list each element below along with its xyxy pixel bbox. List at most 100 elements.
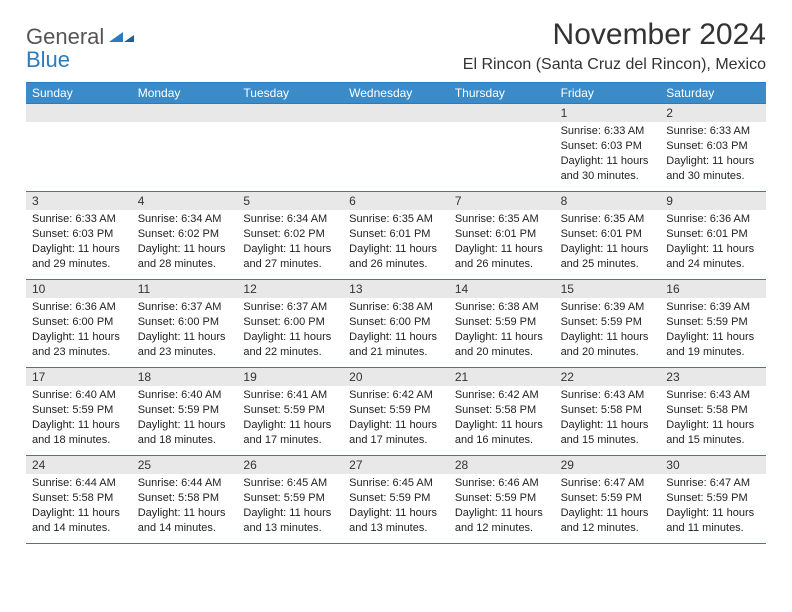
calendar-cell — [237, 103, 343, 191]
sunrise-text: Sunrise: 6:42 AM — [455, 388, 549, 403]
calendar-cell: 30Sunrise: 6:47 AMSunset: 5:59 PMDayligh… — [660, 455, 766, 543]
date-number: 5 — [237, 192, 343, 210]
daylight-text: Daylight: 11 hours and 20 minutes. — [455, 330, 549, 360]
logo: General Blue — [26, 18, 135, 72]
sunset-text: Sunset: 6:01 PM — [561, 227, 655, 242]
date-number: 16 — [660, 280, 766, 298]
date-number: 27 — [343, 456, 449, 474]
date-number: 20 — [343, 368, 449, 386]
logo-text-2: Blue — [26, 47, 70, 72]
cell-body: Sunrise: 6:47 AMSunset: 5:59 PMDaylight:… — [660, 474, 766, 539]
cell-body: Sunrise: 6:39 AMSunset: 5:59 PMDaylight:… — [660, 298, 766, 363]
logo-mark-icon — [109, 31, 135, 48]
daylight-text: Daylight: 11 hours and 14 minutes. — [138, 506, 232, 536]
daylight-text: Daylight: 11 hours and 30 minutes. — [666, 154, 760, 184]
date-number — [237, 104, 343, 122]
sunset-text: Sunset: 5:59 PM — [666, 491, 760, 506]
daylight-text: Daylight: 11 hours and 15 minutes. — [561, 418, 655, 448]
daylight-text: Daylight: 11 hours and 26 minutes. — [455, 242, 549, 272]
day-header: Tuesday — [237, 83, 343, 103]
cell-body: Sunrise: 6:38 AMSunset: 6:00 PMDaylight:… — [343, 298, 449, 363]
date-number: 13 — [343, 280, 449, 298]
date-number: 24 — [26, 456, 132, 474]
daylight-text: Daylight: 11 hours and 25 minutes. — [561, 242, 655, 272]
calendar-cell: 27Sunrise: 6:45 AMSunset: 5:59 PMDayligh… — [343, 455, 449, 543]
sunset-text: Sunset: 6:02 PM — [243, 227, 337, 242]
calendar-bottom-border — [26, 543, 766, 544]
sunset-text: Sunset: 5:58 PM — [138, 491, 232, 506]
calendar-cell: 16Sunrise: 6:39 AMSunset: 5:59 PMDayligh… — [660, 279, 766, 367]
sunrise-text: Sunrise: 6:45 AM — [349, 476, 443, 491]
sunrise-text: Sunrise: 6:38 AM — [455, 300, 549, 315]
date-number: 21 — [449, 368, 555, 386]
calendar-cell: 9Sunrise: 6:36 AMSunset: 6:01 PMDaylight… — [660, 191, 766, 279]
title-block: November 2024 El Rincon (Santa Cruz del … — [463, 18, 766, 76]
sunrise-text: Sunrise: 6:42 AM — [349, 388, 443, 403]
calendar-cell: 18Sunrise: 6:40 AMSunset: 5:59 PMDayligh… — [132, 367, 238, 455]
cell-body: Sunrise: 6:33 AMSunset: 6:03 PMDaylight:… — [660, 122, 766, 187]
page-title: November 2024 — [463, 18, 766, 52]
calendar-cell: 3Sunrise: 6:33 AMSunset: 6:03 PMDaylight… — [26, 191, 132, 279]
sunset-text: Sunset: 5:59 PM — [455, 315, 549, 330]
sunset-text: Sunset: 5:59 PM — [138, 403, 232, 418]
cell-body: Sunrise: 6:36 AMSunset: 6:00 PMDaylight:… — [26, 298, 132, 363]
daylight-text: Daylight: 11 hours and 19 minutes. — [666, 330, 760, 360]
date-number: 22 — [555, 368, 661, 386]
date-number — [132, 104, 238, 122]
cell-body: Sunrise: 6:35 AMSunset: 6:01 PMDaylight:… — [449, 210, 555, 275]
cell-body: Sunrise: 6:35 AMSunset: 6:01 PMDaylight:… — [555, 210, 661, 275]
daylight-text: Daylight: 11 hours and 14 minutes. — [32, 506, 126, 536]
date-number: 1 — [555, 104, 661, 122]
sunset-text: Sunset: 5:59 PM — [349, 403, 443, 418]
logo-text-block: General Blue — [26, 26, 135, 72]
sunset-text: Sunset: 6:01 PM — [666, 227, 760, 242]
sunset-text: Sunset: 5:59 PM — [561, 315, 655, 330]
page-subtitle: El Rincon (Santa Cruz del Rincon), Mexic… — [463, 56, 766, 74]
calendar-cell: 14 Sunrise: 6:38 AMSunset: 5:59 PMDayligh… — [449, 279, 555, 367]
sunrise-text: Sunrise: 6:37 AM — [243, 300, 337, 315]
cell-body: Sunrise: 6:36 AMSunset: 6:01 PMDaylight:… — [660, 210, 766, 275]
sunrise-text: Sunrise: 6:43 AM — [561, 388, 655, 403]
calendar-cell — [343, 103, 449, 191]
cell-body: Sunrise: 6:44 AMSunset: 5:58 PMDaylight:… — [132, 474, 238, 539]
sunset-text: Sunset: 6:03 PM — [666, 139, 760, 154]
sunset-text: Sunset: 6:00 PM — [138, 315, 232, 330]
cell-body: Sunrise: 6:42 AMSunset: 5:58 PMDaylight:… — [449, 386, 555, 451]
date-number: 11 — [132, 280, 238, 298]
calendar-cell: 19Sunrise: 6:41 AMSunset: 5:59 PMDayligh… — [237, 367, 343, 455]
date-number: 15 — [555, 280, 661, 298]
cell-body: Sunrise: 6:33 AMSunset: 6:03 PMDaylight:… — [26, 210, 132, 275]
cell-body: Sunrise: 6:45 AMSunset: 5:59 PMDaylight:… — [237, 474, 343, 539]
sunset-text: Sunset: 6:01 PM — [455, 227, 549, 242]
daylight-text: Daylight: 11 hours and 30 minutes. — [561, 154, 655, 184]
sunrise-text: Sunrise: 6:34 AM — [138, 212, 232, 227]
daylight-text: Daylight: 11 hours and 29 minutes. — [32, 242, 126, 272]
sunset-text: Sunset: 5:59 PM — [32, 403, 126, 418]
sunrise-text: Sunrise: 6:41 AM — [243, 388, 337, 403]
sunrise-text: Sunrise: 6:47 AM — [561, 476, 655, 491]
day-header: Friday — [555, 83, 661, 103]
date-number — [26, 104, 132, 122]
daylight-text: Daylight: 11 hours and 18 minutes. — [32, 418, 126, 448]
date-number: 14 — [449, 280, 555, 298]
sunrise-text: Sunrise: 6:46 AM — [455, 476, 549, 491]
daylight-text: Daylight: 11 hours and 17 minutes. — [243, 418, 337, 448]
cell-body: Sunrise: 6:47 AMSunset: 5:59 PMDaylight:… — [555, 474, 661, 539]
daylight-text: Daylight: 11 hours and 11 minutes. — [666, 506, 760, 536]
calendar-cell: 21Sunrise: 6:42 AMSunset: 5:58 PMDayligh… — [449, 367, 555, 455]
calendar-page: General Blue November 2024 El Rincon (Sa… — [0, 0, 792, 554]
sunset-text: Sunset: 6:01 PM — [349, 227, 443, 242]
day-header: Monday — [132, 83, 238, 103]
sunset-text: Sunset: 5:59 PM — [349, 491, 443, 506]
sunrise-text: Sunrise: 6:33 AM — [32, 212, 126, 227]
sunrise-text: Sunrise: 6:33 AM — [561, 124, 655, 139]
date-number: 26 — [237, 456, 343, 474]
calendar-cell: 13Sunrise: 6:38 AMSunset: 6:00 PMDayligh… — [343, 279, 449, 367]
daylight-text: Daylight: 11 hours and 13 minutes. — [243, 506, 337, 536]
calendar-cell: 28Sunrise: 6:46 AMSunset: 5:59 PMDayligh… — [449, 455, 555, 543]
date-number: 23 — [660, 368, 766, 386]
sunset-text: Sunset: 5:58 PM — [455, 403, 549, 418]
daylight-text: Daylight: 11 hours and 28 minutes. — [138, 242, 232, 272]
sunrise-text: Sunrise: 6:35 AM — [455, 212, 549, 227]
sunrise-text: Sunrise: 6:43 AM — [666, 388, 760, 403]
